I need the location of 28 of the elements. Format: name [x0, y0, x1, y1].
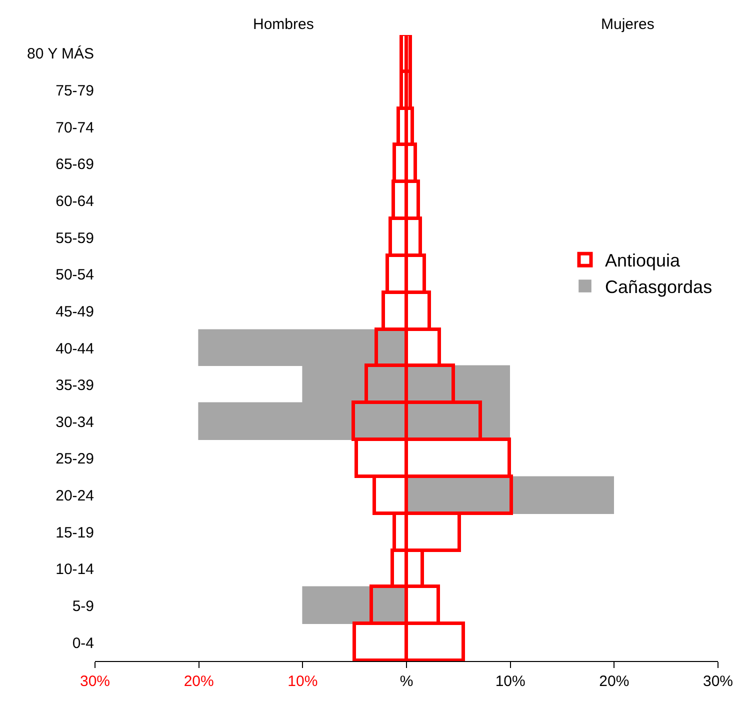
y-tick-label: 25-29	[56, 450, 94, 468]
y-tick-label: 65-69	[56, 156, 94, 174]
y-tick-label: 35-39	[56, 377, 94, 394]
y-tick-label: 40-44	[56, 340, 94, 358]
x-tick-label: 20%	[599, 673, 630, 690]
y-tick-label: 75-79	[56, 82, 94, 100]
x-tick-label: 30%	[80, 673, 110, 690]
y-tick-label: 45-49	[56, 303, 94, 320]
x-tick-label: 20%	[184, 673, 214, 690]
y-tick-label: 30-34	[56, 414, 94, 431]
y-tick-label: 15-19	[56, 524, 94, 542]
x-tick-label: %	[400, 673, 414, 690]
legend-label: Cañasgordas	[605, 277, 712, 297]
y-tick-label: 70-74	[56, 119, 94, 136]
y-tick-label: 50-54	[56, 266, 94, 284]
text: Hombres	[253, 16, 314, 33]
text: Mujeres	[601, 16, 654, 33]
y-tick-label: 80 Y MÁS	[27, 44, 94, 63]
x-tick-label: 30%	[702, 673, 734, 690]
x-tick-label: 10%	[288, 673, 318, 690]
x-tick-label: 10%	[495, 673, 526, 690]
y-tick-label: 55-59	[56, 230, 94, 247]
y-tick-label: 0-4	[72, 634, 94, 652]
y-tick-label: 10-14	[56, 561, 94, 578]
y-tick-label: 60-64	[56, 192, 94, 210]
y-tick-label: 5-9	[72, 598, 94, 616]
legend-label: Antioquia	[605, 250, 682, 271]
y-tick-label: 20-24	[56, 488, 94, 505]
